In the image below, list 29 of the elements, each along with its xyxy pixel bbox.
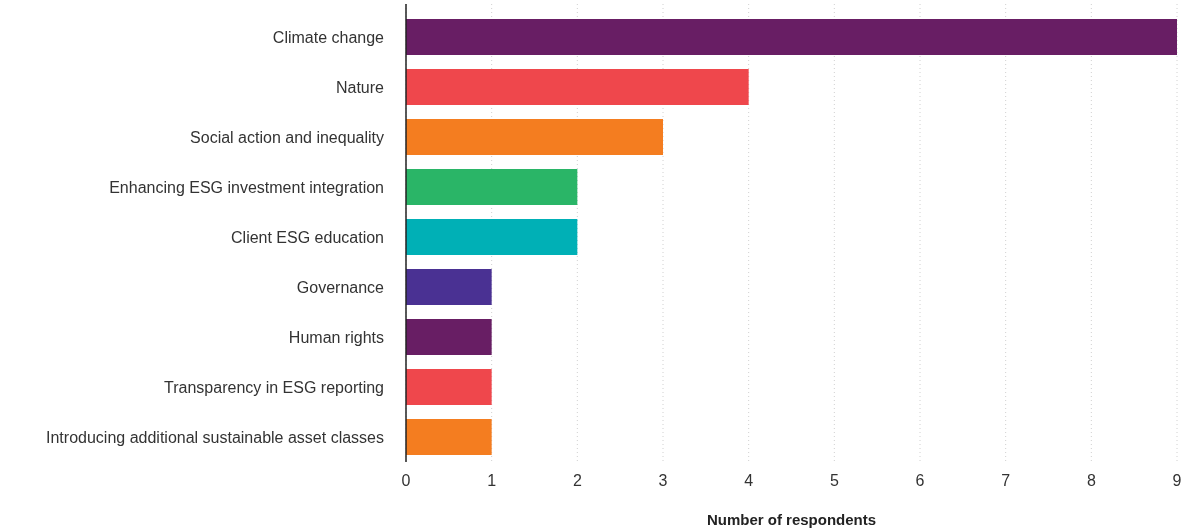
x-tick-label: 4 [744,472,754,489]
bar [406,19,1177,55]
bar [406,369,492,405]
y-tick-label: Introducing additional sustainable asset classes [46,428,384,446]
x-tick-label: 2 [572,472,582,489]
y-tick-label: Client ESG education [231,228,384,246]
bar [406,69,749,105]
bar [406,169,578,205]
x-tick-label: 0 [401,472,411,489]
y-tick-label: Nature [335,78,385,96]
y-tick-label: Social action and inequality [190,128,384,146]
y-tick-label: Transparency in ESG reporting [164,378,384,396]
bar [406,269,492,305]
y-tick-label: Human rights [288,328,384,346]
bar [406,319,492,355]
x-tick-label: 9 [1172,472,1182,489]
y-tick-label: Climate change [272,28,385,46]
x-tick-label: 8 [1086,472,1096,489]
x-tick-label: 5 [829,472,839,489]
x-tick-label: 7 [1001,472,1011,489]
y-tick-label: Enhancing ESG investment integration [109,178,384,196]
x-axis-title: Number of respondents [706,511,877,528]
y-tick-label: Governance [296,278,385,296]
bar [406,419,492,455]
x-tick-label: 6 [915,472,925,489]
x-tick-label: 3 [658,472,668,489]
x-tick-label: 1 [487,472,497,489]
bar [406,119,663,155]
bar [406,219,578,255]
